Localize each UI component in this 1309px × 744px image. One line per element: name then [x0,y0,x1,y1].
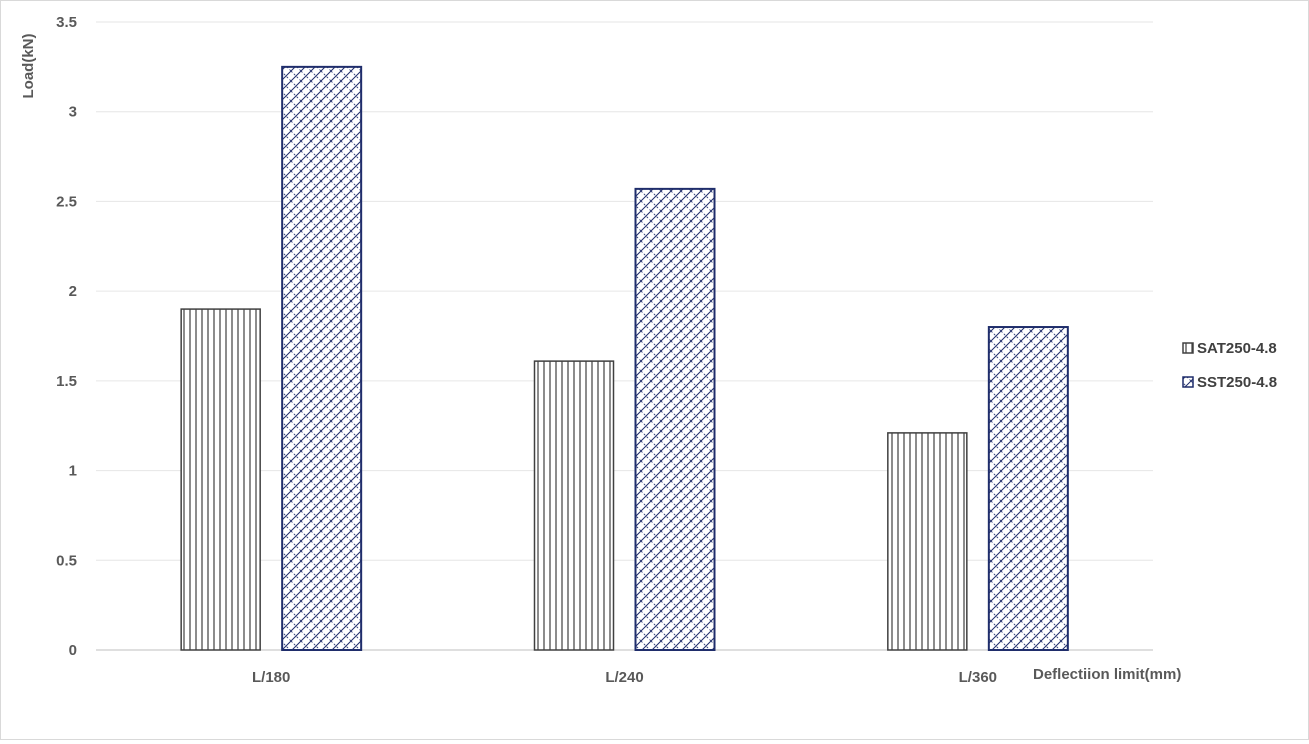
x-tick-label: L/360 [959,669,997,686]
y-axis-ticks: 0 0.5 1 1.5 2 2.5 3 3.5 [56,14,77,659]
bar-sst250-4.8-l-240 [634,187,716,652]
x-tick-label: L/180 [252,669,290,686]
legend: SAT250-4.8 SST250-4.8 [1182,340,1277,391]
x-tick-label: L/240 [605,669,643,686]
x-axis-title: Deflectiion limit(mm) [1033,666,1181,683]
bar-sat250-4.8-l-360 [887,432,968,651]
y-tick-label: 2 [69,283,77,300]
y-tick-label: 1 [69,463,77,480]
legend-label: SAT250-4.8 [1197,340,1277,357]
y-tick-label: 3.5 [56,14,77,31]
legend-swatch [1182,376,1194,388]
y-tick-label: 3 [69,104,77,121]
gridlines [96,21,1153,651]
bar-sst250-4.8-l-180 [281,65,363,652]
legend-swatch [1182,342,1194,354]
bar-sst250-4.8-l-360 [987,326,1069,651]
bar-sat250-4.8-l-180 [180,308,261,651]
legend-label: SST250-4.8 [1197,374,1277,391]
bar-sat250-4.8-l-240 [533,360,615,651]
y-tick-label: 0.5 [56,552,77,569]
y-tick-label: 1.5 [56,373,77,390]
y-tick-label: 0 [69,642,77,659]
bars [180,65,1069,652]
y-axis-title: Load(kN) [20,34,37,99]
y-tick-label: 2.5 [56,193,77,210]
x-axis-ticks: L/180 L/240 L/360 [252,669,997,686]
